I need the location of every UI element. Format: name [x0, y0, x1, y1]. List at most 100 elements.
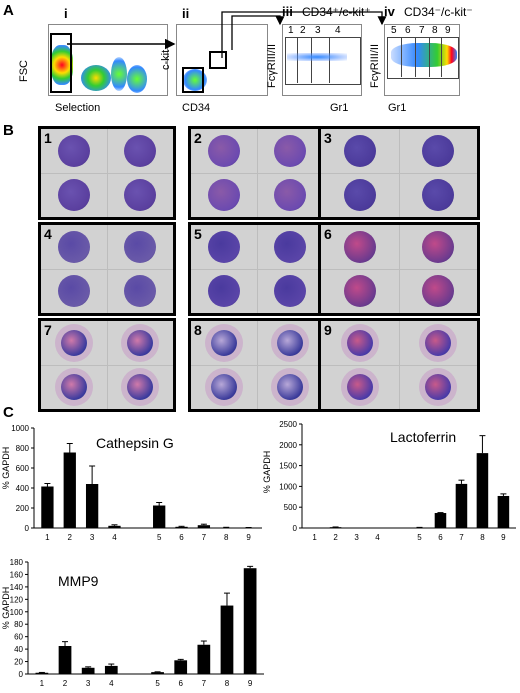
- cell-image: [191, 225, 257, 269]
- chart-title: MMP9: [58, 573, 99, 589]
- cell-image: [41, 225, 107, 269]
- cell-group-number: 5: [194, 226, 202, 242]
- x-tick-label: 3: [354, 533, 359, 542]
- x-tick-label: 7: [202, 533, 207, 542]
- cell-group-number: 1: [44, 130, 52, 146]
- stained-cell: [422, 179, 455, 212]
- cell-image-group: 6: [318, 222, 480, 316]
- stained-cell: [127, 329, 154, 356]
- bar-chart-cathepsin-g: 0 200 400 600 800 1000 % GAPDH Cathepsin G 1 2 3 4 5…: [1, 424, 262, 542]
- x-tick-label: 9: [501, 533, 506, 542]
- bar: [151, 672, 164, 674]
- gate-number: 8: [432, 25, 438, 36]
- bar: [63, 452, 76, 528]
- cell-group-number: 7: [44, 322, 52, 338]
- y-tick-label: 0: [25, 524, 30, 533]
- cell-image: [107, 365, 173, 409]
- x-tick-label: 3: [86, 679, 91, 688]
- gate-column: [441, 37, 442, 77]
- stained-cell: [274, 230, 307, 263]
- x-tick-label: 7: [459, 533, 464, 542]
- cell-image: [41, 365, 107, 409]
- stained-cell: [207, 275, 240, 308]
- x-tick-label: 3: [90, 533, 95, 542]
- x-tick-label: 6: [178, 679, 183, 688]
- bar-chart-lactoferrin: 0 500 1000 1500 2000 2500 % GAPDH Lactoferrin 1 2…: [262, 420, 516, 542]
- bar: [308, 527, 321, 529]
- stained-cell: [124, 275, 157, 308]
- y-tick-label: 160: [10, 570, 24, 579]
- y-tick-label: 180: [10, 558, 24, 567]
- bar: [329, 527, 342, 528]
- y-tick-label: 0: [19, 670, 24, 679]
- cell-image: [41, 269, 107, 313]
- y-tick-label: 100: [10, 608, 24, 617]
- cell-image-group: 1: [38, 126, 176, 220]
- cell-image: [107, 321, 173, 365]
- panel-label-b: B: [3, 122, 14, 139]
- gate-column: [401, 37, 402, 77]
- cell-image-group: 9: [318, 318, 480, 412]
- population-blob: [51, 45, 73, 85]
- x-tick-label: 2: [333, 533, 338, 542]
- cell-image: [41, 321, 107, 365]
- gate-number: 1: [288, 25, 294, 36]
- y-tick-label: 1000: [11, 424, 29, 433]
- x-tick-label: 4: [112, 533, 117, 542]
- flow-plot-iv: 5 6 7 8 9: [384, 24, 460, 96]
- stained-cell: [422, 230, 455, 263]
- cell-image-group: 4: [38, 222, 176, 316]
- y-tick-label: 400: [16, 484, 30, 493]
- cell-image: [41, 129, 107, 173]
- cell-image: [399, 173, 477, 217]
- cell-image: [257, 269, 323, 313]
- y-tick-label: 40: [14, 645, 23, 654]
- cell-image-group: 8: [188, 318, 326, 412]
- stained-cell: [422, 275, 455, 308]
- x-tick-label: 5: [155, 679, 160, 688]
- stained-cell: [274, 134, 307, 167]
- stained-cell: [207, 230, 240, 263]
- stained-cell: [425, 329, 452, 356]
- x-tick-label: 5: [157, 533, 162, 542]
- cell-group-number: 6: [324, 226, 332, 242]
- stained-cell: [60, 329, 87, 356]
- bar: [175, 526, 188, 528]
- x-tick-label: 1: [40, 679, 45, 688]
- cell-image: [107, 225, 173, 269]
- flow-iv-label: iv: [384, 4, 395, 19]
- gate-number: 9: [445, 25, 451, 36]
- stained-cell: [343, 275, 376, 308]
- stained-cell: [277, 329, 304, 356]
- cell-image: [399, 365, 477, 409]
- stained-cell: [210, 329, 237, 356]
- flow-ii-label: ii: [182, 6, 190, 21]
- flow-plot-i: [48, 24, 168, 96]
- gating-arrows: [67, 11, 387, 58]
- cell-image: [41, 173, 107, 217]
- stained-cell: [124, 134, 157, 167]
- cell-image: [321, 225, 399, 269]
- gate-column: [387, 37, 459, 79]
- stained-cell: [207, 134, 240, 167]
- bar: [153, 505, 166, 528]
- x-tick-label: 4: [109, 679, 114, 688]
- cell-image: [107, 269, 173, 313]
- cell-image: [257, 173, 323, 217]
- stained-cell: [124, 179, 157, 212]
- stained-cell: [346, 374, 373, 401]
- bar: [350, 527, 363, 529]
- y-axis-label: % GAPDH: [262, 451, 272, 494]
- bar: [434, 513, 447, 528]
- cell-image: [107, 129, 173, 173]
- cell-group-number: 2: [194, 130, 202, 146]
- cell-image: [257, 225, 323, 269]
- stained-cell: [422, 134, 455, 167]
- population-blob: [81, 65, 111, 91]
- y-tick-label: 0: [293, 524, 298, 533]
- bar: [476, 453, 489, 528]
- stained-cell: [346, 329, 373, 356]
- cell-image: [107, 173, 173, 217]
- flow-i-xlabel: Selection: [55, 102, 101, 114]
- bar: [104, 665, 118, 674]
